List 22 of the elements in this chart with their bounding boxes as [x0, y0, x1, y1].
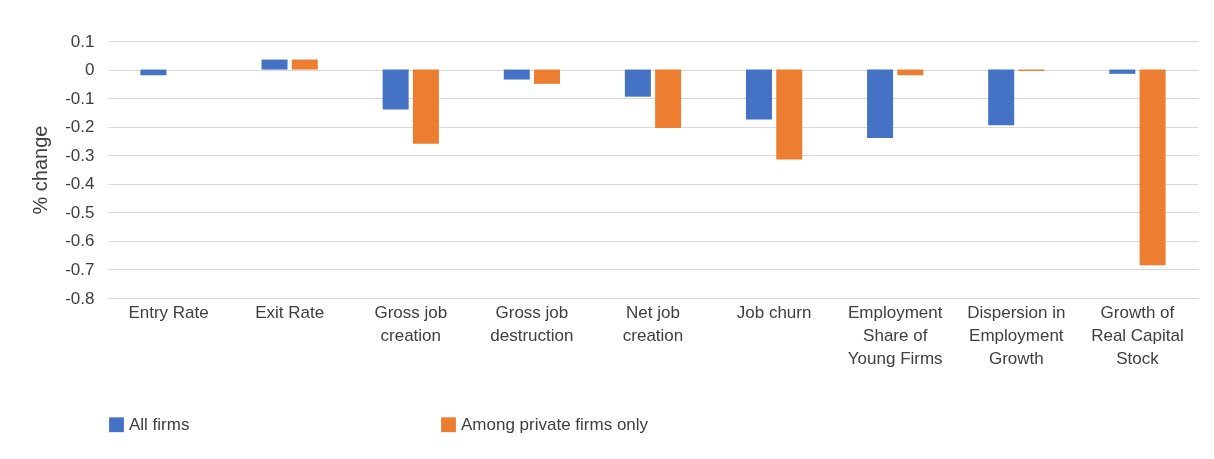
y-tick-label: 0.1: [70, 31, 95, 51]
y-tick-label: -0.8: [65, 288, 95, 308]
y-tick-label: -0.5: [65, 202, 95, 222]
y-tick-label: -0.7: [65, 259, 95, 279]
legend-label: All firms: [129, 414, 190, 434]
x-tick-label: Gross job destruction: [490, 302, 574, 345]
y-axis-title: % change: [29, 125, 52, 215]
x-tick-label: Job churn: [736, 302, 812, 322]
x-tick-label: Employment Share of Young Firms: [847, 302, 943, 368]
x-tick-label: Growth of Real Capital Stock: [1091, 302, 1184, 368]
y-tick-label: -0.1: [65, 88, 95, 108]
y-tick-label: 0: [85, 60, 95, 80]
y-tick-label: -0.3: [65, 145, 95, 165]
x-tick-label: Dispersion in Employment Growth: [967, 302, 1066, 368]
y-tick-label: -0.4: [65, 174, 95, 194]
x-tick-label: Gross job creation: [374, 302, 448, 345]
x-tick-label: Exit Rate: [255, 302, 325, 322]
y-tick-label: -0.2: [65, 117, 95, 137]
legend-label: Among private firms only: [461, 414, 649, 434]
y-tick-label: -0.6: [65, 231, 95, 251]
x-tick-label: Entry Rate: [128, 302, 209, 322]
x-tick-label: Net job creation: [622, 302, 684, 345]
